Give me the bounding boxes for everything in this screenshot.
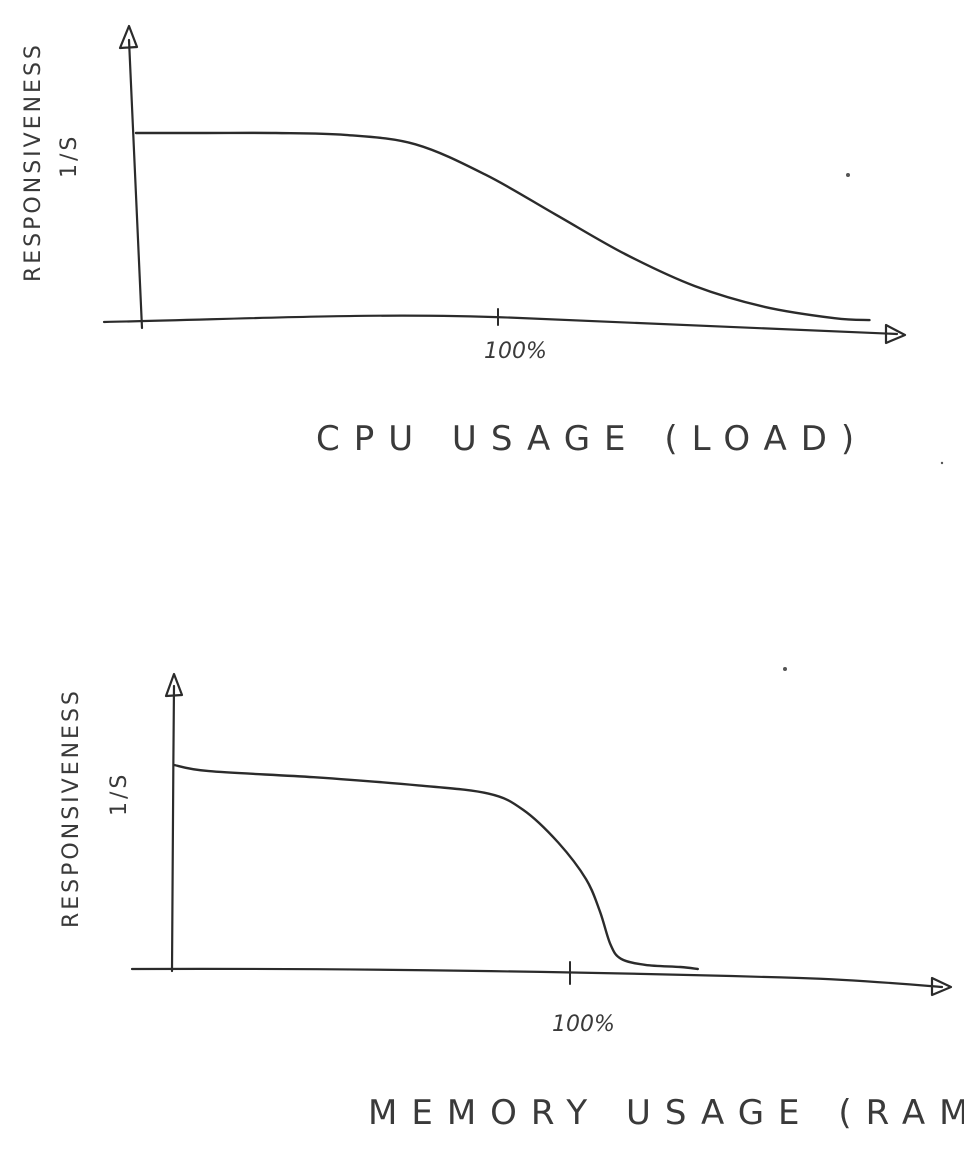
cpu-x-axis-arrowhead [884, 323, 907, 345]
cpu-x-axis-title: CPU USAGE (LOAD) [316, 419, 868, 459]
memory-y-axis [170, 684, 176, 973]
memory-y-axis-unit: 1/S [107, 772, 132, 816]
memory-series-line [172, 763, 699, 971]
paper-speck [846, 173, 850, 177]
memory-usage-chart: 100% MEMORY USAGE (RAM) RESPONSIVENESS 1… [59, 672, 964, 1133]
cpu-usage-chart: 100% CPU USAGE (LOAD) RESPONSIVENESS 1/S [21, 24, 907, 459]
memory-y-axis-title: RESPONSIVENESS [59, 688, 84, 928]
memory-x-tick-label: 100% [552, 1012, 615, 1037]
cpu-series-line [134, 131, 871, 322]
memory-x-axis-arrowhead [930, 976, 953, 997]
memory-x-axis-title: MEMORY USAGE (RAM) [368, 1093, 964, 1133]
memory-y-axis-arrowhead [164, 672, 184, 698]
paper-speck [783, 667, 787, 671]
memory-x-axis [130, 967, 944, 989]
cpu-y-axis-unit: 1/S [57, 134, 82, 178]
cpu-y-axis [127, 38, 144, 330]
cpu-x-tick-label: 100% [484, 339, 547, 364]
cpu-y-axis-title: RESPONSIVENESS [21, 42, 46, 282]
cpu-y-axis-arrowhead [118, 24, 139, 50]
paper-speck [940, 461, 944, 465]
cpu-x-axis [102, 314, 899, 336]
